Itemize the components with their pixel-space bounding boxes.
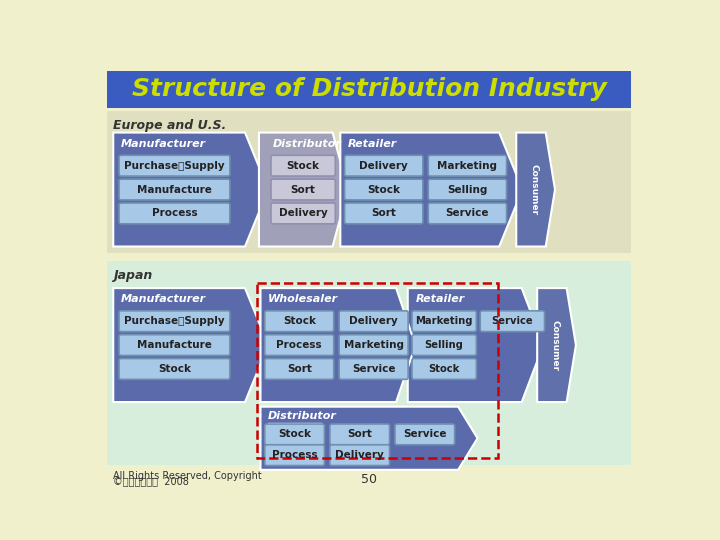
Text: Wholesaler: Wholesaler <box>269 294 338 304</box>
Text: Retailer: Retailer <box>348 139 397 148</box>
Polygon shape <box>113 132 269 247</box>
Text: Selling: Selling <box>425 340 464 350</box>
Text: Marketing: Marketing <box>343 340 404 350</box>
Text: Sort: Sort <box>372 208 396 218</box>
Text: Stock: Stock <box>278 429 311 440</box>
FancyBboxPatch shape <box>265 445 325 465</box>
Text: Selling: Selling <box>447 185 487 194</box>
Text: Retailer: Retailer <box>415 294 464 304</box>
FancyBboxPatch shape <box>271 203 336 224</box>
Text: 50: 50 <box>361 473 377 486</box>
Text: Stock: Stock <box>287 161 320 171</box>
FancyBboxPatch shape <box>345 156 423 176</box>
FancyBboxPatch shape <box>107 71 631 108</box>
Text: Delivery: Delivery <box>279 208 328 218</box>
Text: Consumer: Consumer <box>530 164 539 215</box>
Text: Europe and U.S.: Europe and U.S. <box>113 119 227 132</box>
FancyBboxPatch shape <box>119 335 230 355</box>
Polygon shape <box>341 132 523 247</box>
FancyBboxPatch shape <box>412 311 477 332</box>
Text: Service: Service <box>446 208 489 218</box>
Text: Sort: Sort <box>287 364 312 374</box>
Text: ©株富士通総研  2008: ©株富士通総研 2008 <box>113 476 189 486</box>
Polygon shape <box>261 288 415 402</box>
Text: Service: Service <box>352 364 395 374</box>
Polygon shape <box>537 288 576 402</box>
Text: Sort: Sort <box>347 429 372 440</box>
Text: Process: Process <box>276 340 322 350</box>
Text: Marketing: Marketing <box>415 316 473 326</box>
Text: Japan: Japan <box>113 269 153 282</box>
Text: Manufacturer: Manufacturer <box>121 294 206 304</box>
Text: Stock: Stock <box>158 364 191 374</box>
Text: Service: Service <box>492 316 534 326</box>
Polygon shape <box>408 288 544 402</box>
Text: Delivery: Delivery <box>359 161 408 171</box>
Text: Stock: Stock <box>428 364 460 374</box>
FancyBboxPatch shape <box>345 203 423 224</box>
FancyBboxPatch shape <box>119 156 230 176</box>
Text: Distributor: Distributor <box>269 411 337 421</box>
FancyBboxPatch shape <box>271 156 336 176</box>
FancyBboxPatch shape <box>271 179 336 200</box>
FancyBboxPatch shape <box>330 424 390 445</box>
FancyBboxPatch shape <box>412 335 477 355</box>
Text: Structure of Distribution Industry: Structure of Distribution Industry <box>132 77 606 102</box>
FancyBboxPatch shape <box>265 424 325 445</box>
Text: Purchase・Supply: Purchase・Supply <box>124 316 225 326</box>
Text: Consumer: Consumer <box>551 320 559 370</box>
FancyBboxPatch shape <box>345 179 423 200</box>
FancyBboxPatch shape <box>428 156 507 176</box>
Text: Delivery: Delivery <box>349 316 398 326</box>
FancyBboxPatch shape <box>119 179 230 200</box>
Text: Delivery: Delivery <box>336 450 384 460</box>
Text: Marketing: Marketing <box>438 161 498 171</box>
Text: Purchase・Supply: Purchase・Supply <box>124 161 225 171</box>
FancyBboxPatch shape <box>330 445 390 465</box>
FancyBboxPatch shape <box>107 111 631 253</box>
Text: Manufacture: Manufacture <box>137 185 212 194</box>
Text: Stock: Stock <box>367 185 400 194</box>
FancyBboxPatch shape <box>339 311 408 332</box>
Text: All Rights Reserved, Copyright: All Rights Reserved, Copyright <box>113 470 262 481</box>
FancyBboxPatch shape <box>428 203 507 224</box>
Text: Distributor: Distributor <box>273 139 342 148</box>
FancyBboxPatch shape <box>395 424 454 445</box>
Polygon shape <box>516 132 555 247</box>
Text: Service: Service <box>403 429 446 440</box>
FancyBboxPatch shape <box>119 203 230 224</box>
FancyBboxPatch shape <box>265 335 334 355</box>
FancyBboxPatch shape <box>412 359 477 379</box>
FancyBboxPatch shape <box>265 311 334 332</box>
FancyBboxPatch shape <box>119 359 230 379</box>
FancyBboxPatch shape <box>339 359 408 379</box>
FancyBboxPatch shape <box>428 179 507 200</box>
Bar <box>258 283 498 457</box>
FancyBboxPatch shape <box>265 359 334 379</box>
Text: Process: Process <box>152 208 197 218</box>
Polygon shape <box>259 132 348 247</box>
FancyBboxPatch shape <box>480 311 544 332</box>
Text: Process: Process <box>271 450 318 460</box>
Text: Sort: Sort <box>291 185 315 194</box>
Polygon shape <box>113 288 269 402</box>
Text: Manufacturer: Manufacturer <box>121 139 206 148</box>
Text: Stock: Stock <box>283 316 316 326</box>
Text: Manufacture: Manufacture <box>137 340 212 350</box>
FancyBboxPatch shape <box>339 335 408 355</box>
FancyBboxPatch shape <box>107 261 631 465</box>
Polygon shape <box>261 407 477 470</box>
FancyBboxPatch shape <box>119 311 230 332</box>
